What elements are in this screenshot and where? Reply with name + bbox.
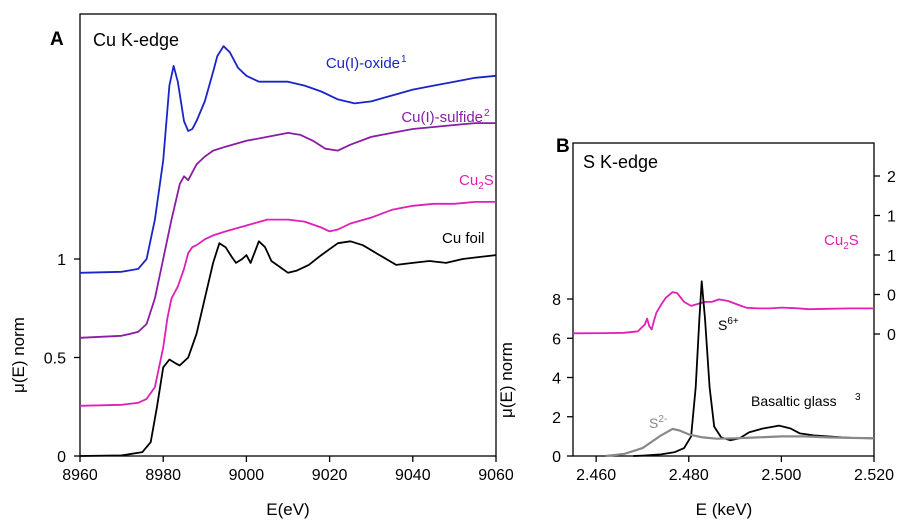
label-cu2s-a: Cu2S [459, 172, 494, 192]
panel-a-title: Cu K-edge [93, 30, 179, 50]
panel-b-right-ticks: 2 1 1 0 0 [874, 169, 896, 344]
y-tick-label-8: 8 [552, 292, 561, 309]
x-tick-label-8980: 8980 [145, 467, 181, 484]
x-tick-label-2.460: 2.460 [576, 467, 616, 484]
panel-a-letter: A [50, 29, 64, 50]
y-tick-label-0: 0 [57, 449, 66, 466]
right-tick-label-1: 1 [887, 209, 896, 226]
panel-b-y-ticks: 0 2 4 6 8 [552, 292, 573, 466]
x-tick-label-2.520: 2.520 [854, 467, 894, 484]
x-tick-label-9060: 9060 [478, 467, 514, 484]
panel-a-xlabel: E(eV) [266, 500, 309, 519]
label-cu-sulfide: Cu(I)-sulfide [401, 109, 483, 126]
panel-a-x-ticks: 8960 8980 9000 9020 9040 9060 [62, 456, 514, 484]
panel-b: B S K-edge μ(E) norm E (keV) 2.460 2.480 2… [497, 136, 896, 519]
right-tick-label-4: 0 [887, 327, 896, 344]
panel-b-series [572, 280, 875, 458]
label-cu-sulfide-sup: 2 [484, 108, 490, 119]
y-tick-label-4: 4 [552, 371, 561, 388]
series-line-b-cu-s [572, 291, 874, 335]
series-line-a-cu-s [79, 201, 496, 407]
panel-b-xlabel: E (keV) [696, 500, 753, 519]
series-line-b-s [605, 427, 875, 458]
series-line-a-cu-foil [79, 240, 497, 457]
x-tick-label-9040: 9040 [395, 467, 431, 484]
panel-b-ylabel: μ(E) norm [497, 342, 516, 418]
panel-a-series [79, 45, 497, 457]
series-line-a-cu-i-sulfide [79, 122, 496, 339]
label-s2minus: S2- [649, 414, 667, 431]
label-basaltic-glass: Basaltic glass [751, 393, 837, 409]
panel-b-title: S K-edge [583, 152, 658, 172]
label-cu-foil: Cu foil [442, 230, 485, 247]
y-tick-label-6: 6 [552, 331, 561, 348]
panel-b-x-ticks: 2.460 2.480 2.500 2.520 [576, 456, 894, 484]
series-line-a-cu-i-oxide [79, 45, 497, 274]
x-tick-label-2.500: 2.500 [761, 467, 801, 484]
x-tick-label-8960: 8960 [62, 467, 98, 484]
right-tick-label-0: 2 [887, 169, 896, 186]
x-tick-label-2.480: 2.480 [669, 467, 709, 484]
panel-a-frame [79, 13, 497, 457]
label-basaltic-glass-sup: 3 [855, 392, 861, 403]
label-cu2s-b: Cu2S [824, 232, 859, 252]
y-tick-label-2: 2 [552, 410, 561, 427]
label-cu-oxide: Cu(I)-oxide [326, 55, 400, 72]
x-tick-label-9000: 9000 [229, 467, 265, 484]
label-s6plus: S6+ [718, 316, 739, 333]
x-tick-label-9020: 9020 [312, 467, 348, 484]
y-tick-label-0.5: 0.5 [44, 351, 66, 368]
series-line-b-s-basaltic-glass [633, 280, 875, 457]
y-tick-label-0: 0 [552, 449, 561, 466]
right-tick-label-2: 1 [887, 248, 896, 265]
y-tick-label-1: 1 [57, 252, 66, 269]
right-tick-label-3: 0 [887, 288, 896, 305]
panel-a-y-ticks: 00.51 [44, 252, 80, 466]
label-cu-oxide-sup: 1 [401, 54, 407, 65]
panel-b-letter: B [556, 136, 570, 157]
panel-a-ylabel: μ(E) norm [9, 317, 28, 393]
panel-a: A Cu K-edge μ(E) norm E(eV) 8960 8980 9000… [9, 13, 514, 519]
